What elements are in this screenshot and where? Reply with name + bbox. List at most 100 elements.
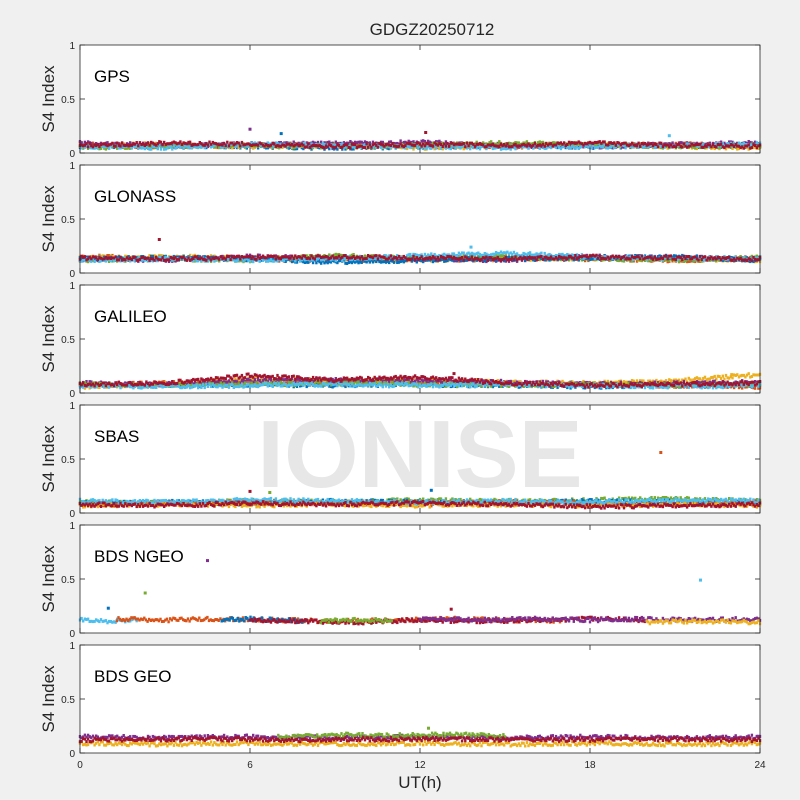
data-point — [392, 144, 396, 148]
data-point — [517, 144, 520, 148]
data-point — [538, 140, 541, 144]
data-point — [462, 147, 465, 151]
data-point — [486, 143, 490, 147]
data-point — [190, 146, 193, 150]
data-point — [226, 143, 229, 147]
data-point — [344, 147, 347, 151]
data-point — [159, 254, 163, 258]
data-point — [135, 141, 138, 144]
data-point — [345, 141, 349, 145]
data-point — [517, 141, 520, 145]
data-point — [509, 143, 512, 147]
data-point — [744, 141, 747, 145]
data-point — [583, 259, 587, 263]
data-point — [334, 145, 337, 149]
data-point — [190, 143, 193, 147]
data-point — [415, 141, 418, 145]
data-point — [551, 144, 554, 148]
data-point — [656, 142, 660, 146]
data-point — [451, 141, 454, 145]
data-point — [287, 255, 291, 259]
data-point — [148, 145, 151, 149]
data-point — [122, 143, 125, 147]
data-point — [611, 142, 614, 145]
data-point — [316, 140, 320, 144]
data-point — [405, 141, 409, 145]
data-point — [371, 146, 375, 149]
data-point — [423, 140, 427, 143]
data-point — [554, 143, 558, 147]
data-point — [141, 142, 145, 146]
data-point — [284, 141, 287, 145]
data-point — [418, 142, 422, 146]
data-point — [386, 145, 389, 149]
data-point — [109, 144, 112, 148]
data-point — [151, 144, 155, 148]
data-point — [370, 145, 373, 149]
data-point — [318, 144, 321, 147]
data-point — [592, 141, 595, 145]
data-point — [266, 141, 269, 145]
data-point — [475, 142, 478, 146]
data-point — [239, 144, 242, 148]
data-point — [311, 140, 315, 144]
data-point — [234, 144, 237, 148]
data-point — [684, 144, 687, 148]
data-point — [481, 260, 485, 263]
data-point — [324, 144, 328, 148]
data-point — [679, 141, 682, 145]
data-point — [694, 146, 697, 150]
data-point — [116, 141, 119, 145]
data-point — [143, 141, 146, 145]
data-point — [724, 147, 728, 151]
outlier-point — [424, 131, 428, 134]
data-point — [336, 143, 339, 147]
data-point — [710, 146, 713, 150]
data-point — [685, 260, 689, 264]
data-point — [556, 146, 559, 150]
data-point — [112, 146, 116, 150]
data-point — [585, 143, 588, 147]
data-point — [205, 142, 208, 146]
data-point — [240, 140, 244, 144]
data-point — [137, 255, 140, 259]
data-point — [378, 144, 381, 148]
data-point — [692, 143, 695, 147]
data-point — [112, 144, 116, 148]
data-point — [592, 144, 595, 147]
data-point — [224, 255, 227, 259]
data-point — [475, 140, 478, 144]
outlier-point — [667, 134, 671, 138]
data-point — [418, 144, 422, 148]
data-point — [375, 143, 378, 147]
data-point — [564, 144, 567, 148]
data-point — [203, 146, 206, 150]
data-point — [422, 144, 425, 148]
data-point — [276, 143, 279, 147]
data-point — [290, 142, 294, 146]
data-point — [447, 144, 451, 148]
data-point — [600, 258, 603, 262]
data-point — [616, 143, 619, 147]
data-point — [294, 145, 297, 149]
data-point — [362, 259, 365, 263]
data-point — [349, 140, 352, 143]
data-point — [685, 145, 689, 149]
data-point — [540, 141, 543, 145]
data-point — [608, 146, 611, 150]
data-point — [124, 254, 127, 258]
data-point — [697, 143, 700, 146]
data-point — [438, 147, 441, 151]
data-point — [433, 147, 436, 151]
data-point — [320, 140, 323, 144]
data-point — [543, 142, 546, 146]
data-point — [349, 146, 352, 150]
data-point — [197, 146, 200, 150]
data-point — [605, 146, 608, 150]
data-point — [320, 145, 323, 148]
data-point — [231, 141, 234, 145]
data-point — [99, 255, 103, 259]
data-point — [153, 255, 156, 259]
data-point — [172, 144, 176, 148]
data-point — [331, 141, 334, 145]
